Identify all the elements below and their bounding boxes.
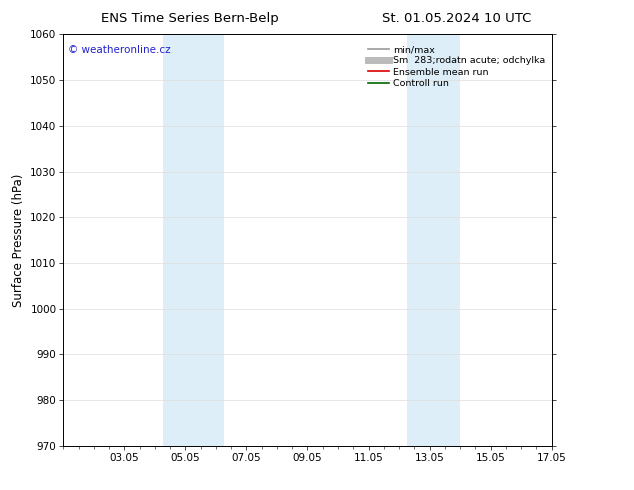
- Y-axis label: Surface Pressure (hPa): Surface Pressure (hPa): [11, 173, 25, 307]
- Text: ENS Time Series Bern-Belp: ENS Time Series Bern-Belp: [101, 12, 279, 25]
- Text: St. 01.05.2024 10 UTC: St. 01.05.2024 10 UTC: [382, 12, 531, 25]
- Text: © weatheronline.cz: © weatheronline.cz: [68, 45, 171, 54]
- Legend: min/max, Sm  283;rodatn acute; odchylka, Ensemble mean run, Controll run: min/max, Sm 283;rodatn acute; odchylka, …: [366, 43, 547, 90]
- Bar: [406, 34, 460, 446]
- Bar: [162, 34, 224, 446]
